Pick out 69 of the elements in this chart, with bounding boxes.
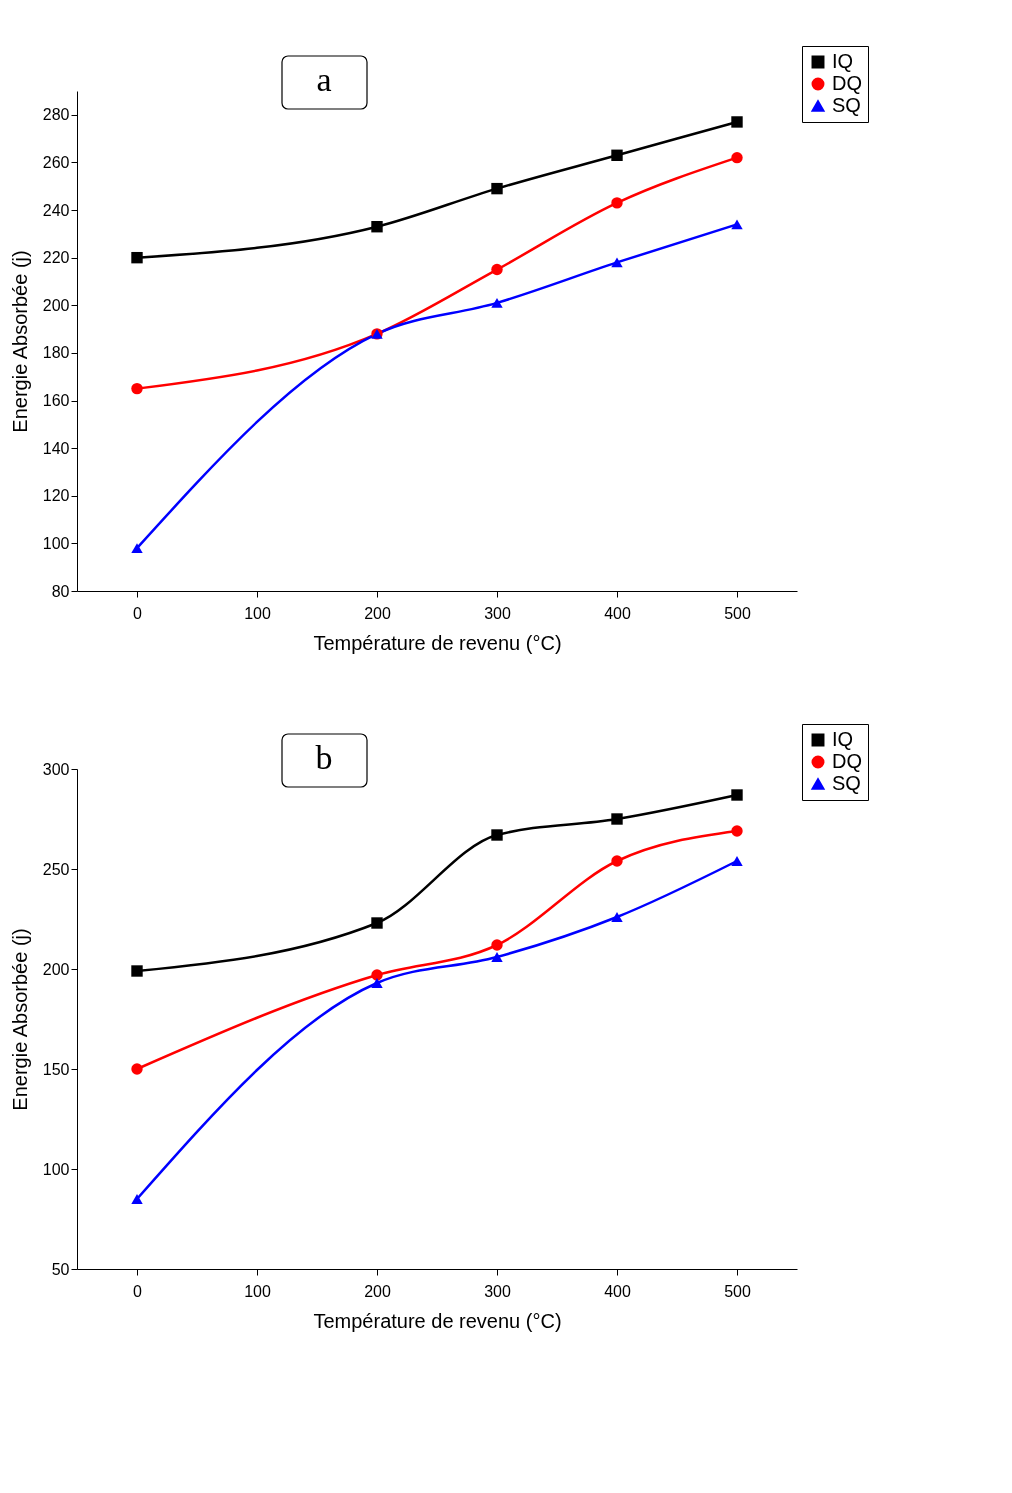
- y-tick-label: 160: [42, 392, 70, 410]
- y-tick-label: 300: [42, 760, 70, 778]
- point: [731, 219, 743, 230]
- y-tick-label: 200: [42, 296, 70, 314]
- point: [611, 813, 623, 825]
- point: [371, 221, 383, 233]
- point: [131, 1194, 143, 1204]
- y-tick-label: 80: [51, 582, 70, 600]
- annotation: b: [315, 739, 333, 776]
- legend-label: DQ: [832, 72, 862, 94]
- point: [371, 917, 383, 929]
- y-tick-label: 150: [42, 1060, 70, 1078]
- point: [611, 257, 623, 268]
- x-tick-label: 200: [364, 1282, 391, 1300]
- x-tick-label: 100: [244, 604, 271, 622]
- legend-label: IQ: [832, 50, 854, 72]
- point: [731, 151, 743, 164]
- point: [131, 543, 143, 554]
- x-tick-label: 0: [133, 1282, 143, 1300]
- point: [611, 197, 623, 209]
- point: [371, 969, 383, 981]
- y-axis-title: Energie Absorbée (j): [8, 928, 31, 1111]
- x-tick-label: 400: [604, 1282, 631, 1300]
- y-tick-label: 260: [42, 153, 70, 171]
- y-axis-title: Energie Absorbée (j): [8, 250, 31, 433]
- point: [131, 382, 143, 395]
- y-tick-label: 120: [42, 487, 70, 505]
- annotation: a: [316, 61, 332, 98]
- point: [491, 297, 503, 308]
- point: [131, 1063, 143, 1075]
- y-tick-label: 180: [42, 344, 70, 362]
- legend-label: IQ: [832, 728, 854, 750]
- legend-label: SQ: [832, 94, 861, 116]
- x-tick-label: 500: [724, 604, 751, 622]
- point: [371, 978, 383, 988]
- x-axis-title: Température de revenu (°C): [313, 1309, 562, 1332]
- point: [611, 855, 623, 867]
- legend-label: DQ: [832, 750, 862, 772]
- x-tick-label: 300: [484, 1282, 511, 1300]
- x-tick-label: 0: [133, 604, 143, 622]
- point: [491, 829, 503, 841]
- point: [491, 263, 503, 276]
- y-tick-label: 240: [42, 201, 70, 219]
- point: [131, 251, 143, 264]
- y-tick-label: 50: [51, 1260, 70, 1278]
- y-tick-label: 200: [42, 960, 70, 978]
- x-axis-title: Température de revenu (°C): [313, 631, 562, 654]
- point: [131, 965, 143, 977]
- y-tick-label: 250: [42, 860, 70, 878]
- point: [491, 952, 503, 962]
- legend-label: SQ: [832, 772, 861, 794]
- point: [731, 856, 743, 866]
- y-tick-label: 140: [42, 439, 70, 457]
- point: [731, 116, 743, 128]
- y-tick-label: 280: [42, 106, 70, 124]
- x-tick-label: 200: [364, 604, 391, 622]
- point: [611, 912, 623, 922]
- point: [491, 182, 503, 195]
- y-tick-label: 220: [42, 249, 70, 267]
- point: [491, 939, 503, 951]
- y-tick-label: 100: [42, 1160, 70, 1178]
- point: [731, 825, 743, 837]
- x-tick-label: 300: [484, 604, 511, 622]
- point: [731, 789, 743, 801]
- x-tick-label: 100: [244, 1282, 271, 1300]
- point: [611, 149, 623, 161]
- x-tick-label: 400: [604, 604, 631, 622]
- y-tick-label: 100: [42, 534, 70, 552]
- x-tick-label: 500: [724, 1282, 751, 1300]
